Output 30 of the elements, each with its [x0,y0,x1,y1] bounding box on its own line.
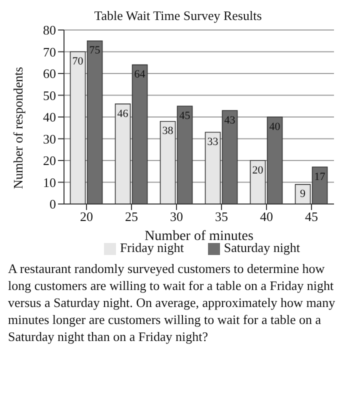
y-tick-label: 40 [43,110,56,125]
x-tick-label: 30 [170,209,183,224]
data-label: 9 [300,188,306,200]
chart-title: Table Wait Time Survey Results [93,8,263,24]
data-label: 33 [207,136,219,148]
data-label: 46 [117,108,129,120]
data-label: 64 [134,68,146,81]
data-label: 70 [72,56,84,68]
y-tick-label: 60 [43,66,56,82]
x-tick-label: 40 [260,209,273,224]
y-tick-label: 20 [43,153,56,168]
data-label: 38 [162,125,174,138]
data-label: 40 [269,120,281,133]
data-label: 20 [252,164,264,176]
data-label: 75 [89,44,101,57]
data-label: 17 [314,170,326,183]
data-label: 45 [179,110,191,122]
x-tick-label: 45 [305,209,318,224]
y-tick-label: 10 [43,174,56,190]
y-tick-label: 0 [50,196,56,212]
x-tick-label: 35 [215,209,228,224]
y-tick-label: 70 [43,44,56,60]
text: A restaurant randomly surveyed customers to determine how long customers are willing to wait for a table on a Friday night versus a Saturday night. On average, approximately how many minutes longer are customers willing to wait for a table on a Saturday night than on a Friday night? [8,260,336,345]
x-tick-label: 20 [80,209,93,224]
data-label: 43 [224,114,236,126]
y-axis-title: Number of respondents [10,66,26,189]
y-tick-label: 80 [43,22,56,38]
y-tick-label: 30 [43,131,56,146]
x-tick-label: 25 [125,209,138,224]
y-tick-label: 50 [43,88,56,103]
